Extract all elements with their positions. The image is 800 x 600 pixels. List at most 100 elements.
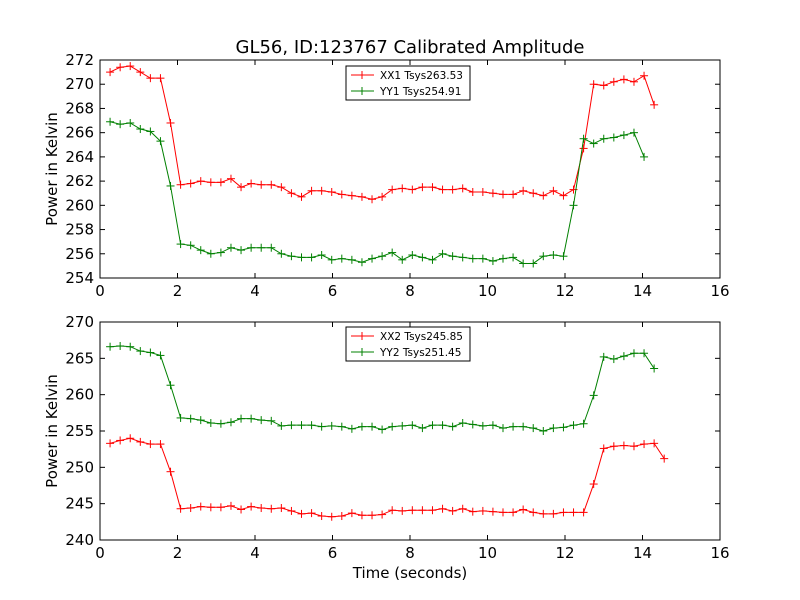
y-tick-label: 264 — [65, 148, 94, 166]
data-point — [650, 100, 659, 109]
data-point — [619, 75, 628, 84]
y-tick-label: 260 — [65, 386, 94, 404]
data-point — [418, 183, 427, 192]
data-point — [579, 144, 588, 153]
data-point — [549, 509, 558, 518]
data-point — [408, 421, 417, 430]
data-point — [589, 480, 598, 489]
y-axis-title: Power in Kelvin — [43, 374, 61, 488]
data-point — [247, 179, 256, 188]
data-point — [287, 189, 296, 198]
data-point — [357, 422, 366, 431]
x-tick-label: 10 — [478, 544, 497, 562]
data-point — [146, 127, 155, 136]
y-tick-label: 266 — [65, 124, 94, 142]
data-point — [579, 419, 588, 428]
data-point — [378, 425, 387, 434]
data-point — [136, 68, 145, 77]
data-point — [408, 185, 417, 194]
data-point — [529, 189, 538, 198]
data-point — [589, 139, 598, 148]
data-point — [458, 419, 467, 428]
data-point — [156, 74, 165, 83]
data-point — [569, 508, 578, 517]
data-point — [267, 416, 276, 425]
data-point — [609, 77, 618, 86]
data-point — [106, 342, 115, 351]
data-point — [237, 246, 246, 255]
data-point — [488, 257, 497, 266]
data-point — [378, 510, 387, 519]
data-point — [388, 422, 397, 431]
data-point — [368, 422, 377, 431]
data-point — [196, 416, 205, 425]
x-tick-label: 0 — [95, 544, 105, 562]
data-point — [307, 421, 316, 430]
data-point — [438, 504, 447, 513]
data-point — [156, 351, 165, 360]
y-tick-label: 258 — [65, 221, 94, 239]
data-point — [408, 250, 417, 259]
x-tick-label: 16 — [710, 544, 729, 562]
data-point — [277, 504, 286, 513]
data-point — [327, 421, 336, 430]
top-panel: 0 2 4 6 8 10 12 14 16 254 256 258 260 262 264 266 268 270… — [43, 51, 730, 300]
data-point — [357, 192, 366, 201]
data-point — [629, 349, 638, 358]
data-point — [398, 506, 407, 515]
legend-label: XX2 Tsys245.85 — [380, 331, 463, 343]
data-point — [478, 254, 487, 263]
y-tick-label: 270 — [65, 313, 94, 331]
legend: XX2 Tsys245.85 YY2 Tsys251.45 — [345, 326, 471, 362]
data-point — [509, 190, 518, 199]
y-axis-title: Power in Kelvin — [43, 112, 61, 226]
data-point — [226, 243, 235, 252]
data-point — [347, 509, 356, 518]
data-point — [478, 188, 487, 197]
data-point — [186, 504, 195, 513]
data-point — [529, 508, 538, 517]
data-point — [146, 348, 155, 357]
data-point — [327, 512, 336, 521]
data-point — [287, 252, 296, 261]
data-point — [317, 186, 326, 195]
data-point — [499, 424, 507, 433]
data-point — [428, 421, 437, 430]
data-point — [559, 423, 568, 432]
x-tick-label: 8 — [405, 544, 415, 562]
legend-label: YY1 Tsys254.91 — [379, 86, 461, 98]
data-point — [186, 179, 195, 188]
data-point — [418, 424, 427, 433]
data-point — [297, 192, 306, 201]
data-point — [458, 253, 467, 262]
data-point — [569, 421, 578, 430]
data-point — [468, 254, 477, 263]
data-point — [539, 191, 548, 200]
data-point — [196, 246, 205, 255]
data-point — [116, 63, 125, 72]
data-point — [176, 413, 185, 422]
data-point — [398, 255, 407, 264]
x-tick-label: 2 — [173, 544, 183, 562]
data-point — [569, 201, 578, 210]
data-point — [388, 185, 397, 194]
data-point — [287, 421, 296, 430]
data-point — [116, 120, 125, 129]
data-point — [599, 134, 608, 143]
data-point — [378, 192, 387, 201]
chart-title: GL56, ID:123767 Calibrated Amplitude — [236, 37, 585, 58]
data-point — [126, 434, 135, 443]
legend-item: YY1 Tsys254.91 — [351, 86, 461, 98]
data-point — [468, 188, 477, 197]
x-tick-label: 4 — [250, 282, 260, 300]
data-point — [307, 253, 316, 262]
legend-label: YY2 Tsys251.45 — [379, 347, 461, 359]
data-point — [589, 80, 598, 89]
data-point — [226, 418, 235, 427]
data-point — [156, 137, 165, 146]
legend-item: XX2 Tsys245.85 — [351, 331, 463, 343]
data-point — [257, 243, 266, 252]
data-point — [398, 421, 407, 430]
data-point — [529, 424, 538, 433]
data-point — [619, 441, 628, 450]
